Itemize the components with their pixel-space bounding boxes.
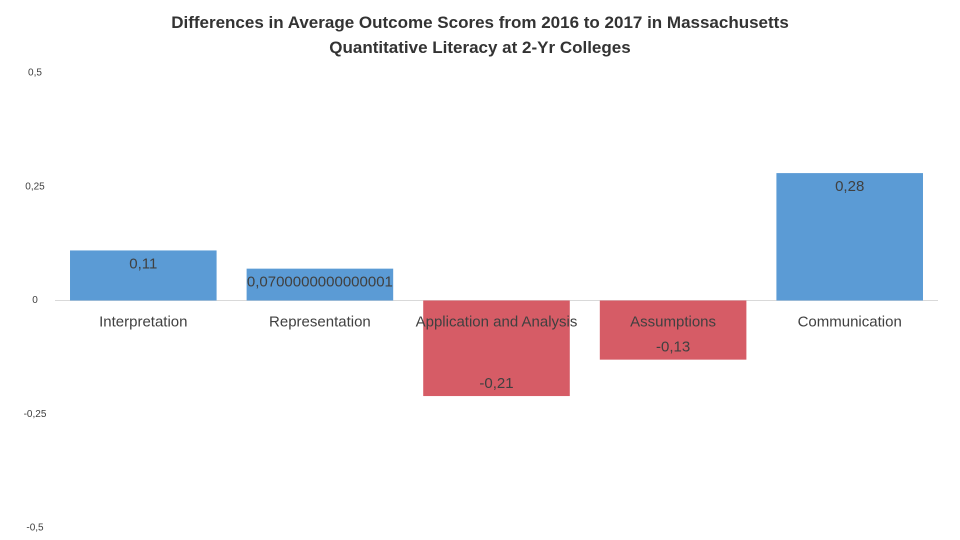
y-tick-label: 0 [32,295,38,306]
x-tick-label: Assumptions [630,313,716,330]
y-tick-label: 0,25 [25,181,45,192]
x-tick-label: Communication [798,313,902,330]
chart-title: Differences in Average Outcome Scores fr… [171,13,789,57]
y-tick-label: 0,5 [28,68,42,79]
value-label: -0,21 [479,375,513,392]
value-label: 0,11 [129,255,157,272]
y-tick-label: -0,25 [24,409,47,420]
y-tick-label: -0,5 [26,523,44,534]
value-label: 0,28 [835,178,864,195]
x-tick-label: Representation [269,313,371,330]
x-tick-label: Interpretation [99,313,187,330]
value-label: 0,0700000000000001 [247,274,393,291]
bar [776,173,923,301]
bar [70,250,217,301]
value-label: -0,13 [656,339,690,356]
bar [599,300,747,360]
bar [423,300,570,397]
bar [246,268,394,301]
x-tick-label: Application and Analysis [416,313,578,330]
